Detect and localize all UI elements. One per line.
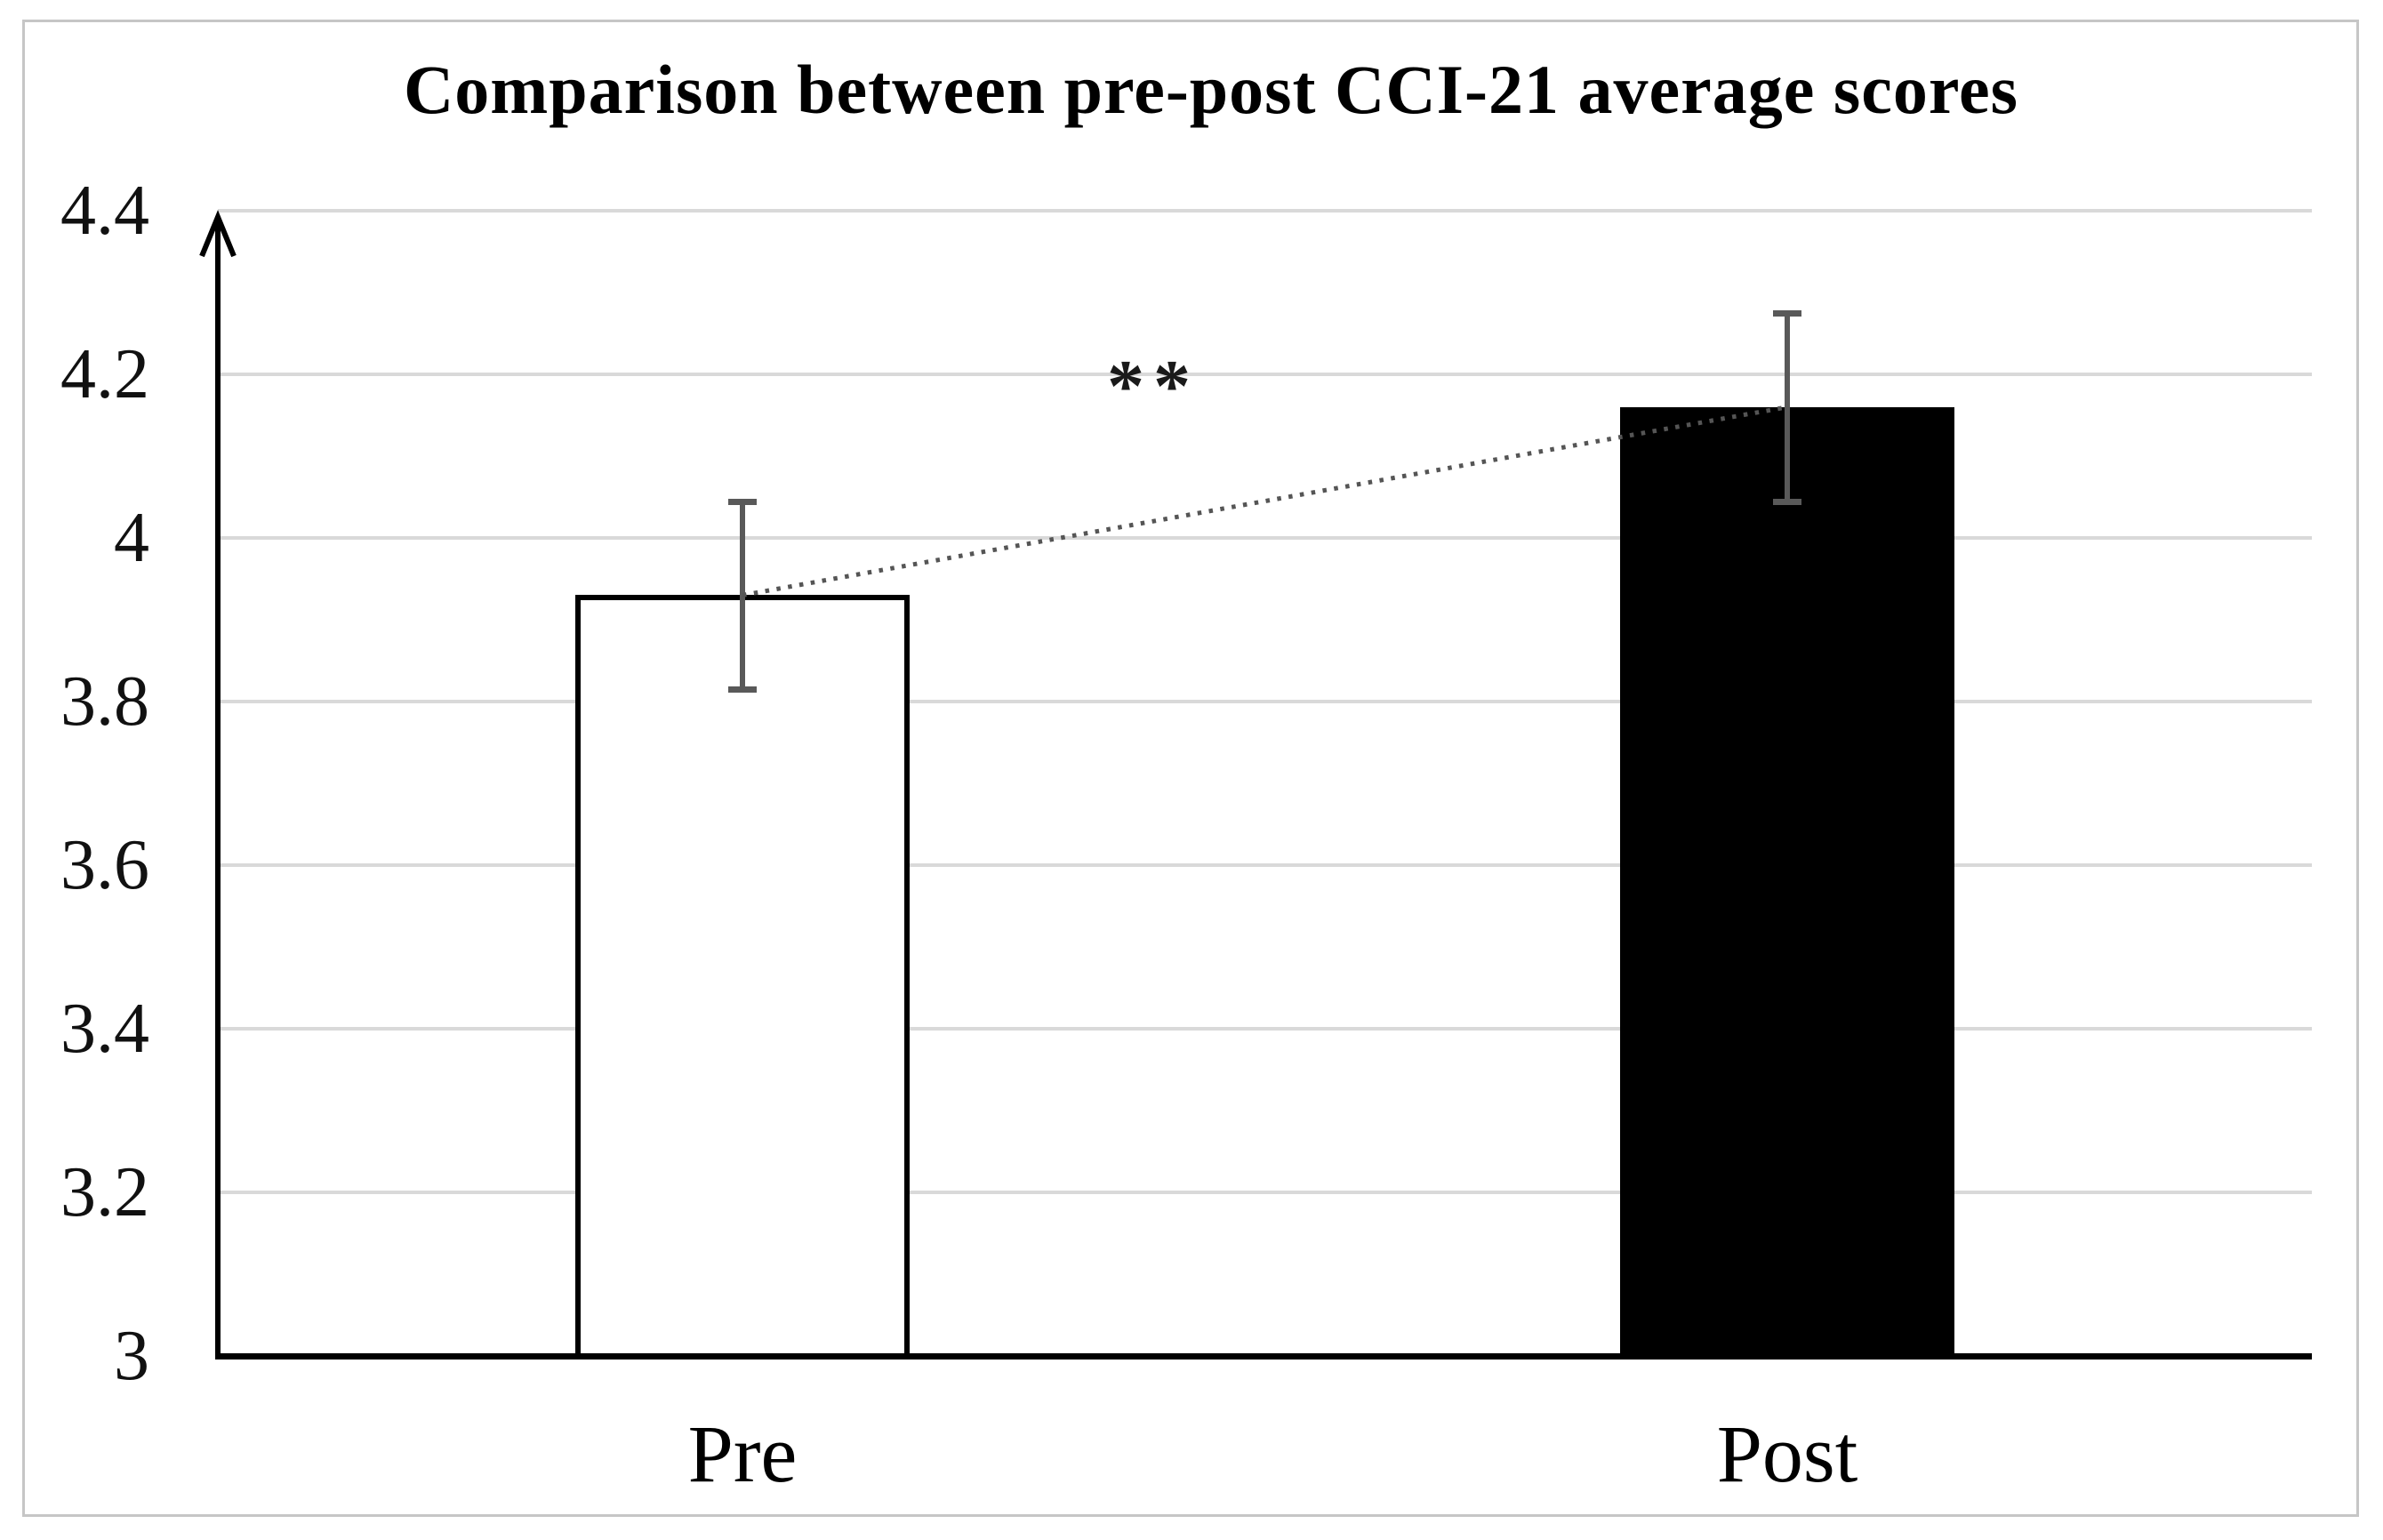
gridline <box>218 209 2312 213</box>
bar-pre <box>575 595 910 1359</box>
figure-border <box>22 20 2359 1517</box>
chart-title: Comparison between pre-post CCI-21 avera… <box>403 51 2019 128</box>
error-bar-cap <box>1773 310 1801 317</box>
y-tick-label: 4 <box>114 499 149 577</box>
gridline <box>218 1191 2312 1194</box>
x-tick-label-post: Post <box>1716 1408 1858 1499</box>
error-bar-cap <box>728 498 757 505</box>
error-bar-cap <box>1773 498 1801 505</box>
y-tick-label: 3.6 <box>60 826 149 904</box>
gridline <box>218 536 2312 540</box>
y-tick-label: 3.8 <box>60 662 149 741</box>
y-tick-label: 3.4 <box>60 990 149 1068</box>
y-tick-label: 3.2 <box>60 1153 149 1231</box>
x-axis-line <box>215 1353 2312 1360</box>
error-bar-stem <box>740 501 745 690</box>
gridline <box>218 700 2312 703</box>
gridline <box>218 863 2312 867</box>
gridline <box>218 1027 2312 1031</box>
y-axis-line <box>215 216 221 1359</box>
x-tick-label-pre: Pre <box>687 1408 798 1499</box>
error-bar-stem <box>1785 313 1790 501</box>
gridline <box>218 373 2312 376</box>
y-tick-label: 3 <box>114 1317 149 1395</box>
error-bar-cap <box>728 686 757 694</box>
significance-annotation: ** <box>1107 345 1200 428</box>
y-tick-label: 4.2 <box>60 335 149 413</box>
bar-post <box>1620 406 1954 1359</box>
y-tick-label: 4.4 <box>60 172 149 250</box>
